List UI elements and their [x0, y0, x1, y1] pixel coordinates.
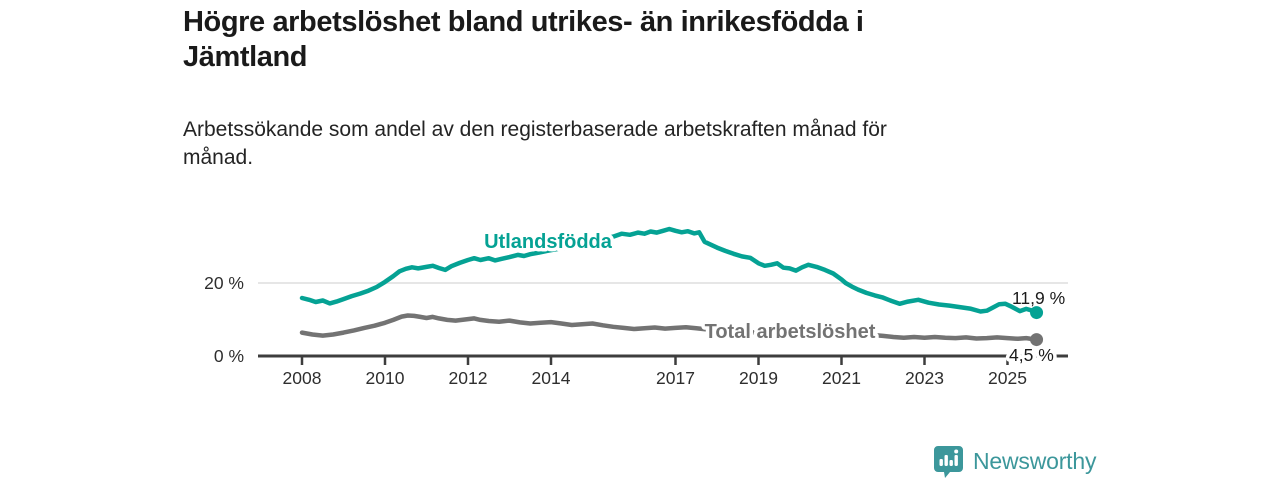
chart-subtitle: Arbetssökande som andel av den registerb…	[183, 118, 887, 169]
chart-title: Högre arbetslöshet bland utrikes- än inr…	[183, 6, 864, 73]
x-tick-label: 2008	[283, 368, 322, 388]
x-tick-label: 2019	[739, 368, 778, 388]
y-tick-label: 0 %	[214, 346, 244, 366]
newsworthy-wordmark: Newsworthy	[973, 448, 1097, 474]
newsworthy-logo[interactable]: Newsworthy	[933, 445, 1096, 478]
series-label: Total arbetslöshet	[705, 321, 876, 343]
x-tick-label: 2021	[822, 368, 861, 388]
series-label: Utlandsfödda	[484, 231, 613, 253]
x-tick-label: 2017	[656, 368, 695, 388]
x-tick-label: 2014	[532, 368, 571, 388]
y-tick-label: 20 %	[204, 273, 244, 293]
series-end-dot	[1030, 333, 1044, 347]
x-tick-label: 2025	[988, 368, 1027, 388]
x-tick-label: 2023	[905, 368, 944, 388]
newsworthy-logo-icon	[934, 446, 963, 478]
x-tick-label: 2010	[366, 368, 405, 388]
series-line-utlandsf-dda	[299, 226, 1039, 315]
series-line-total-arbetsl-shet	[299, 313, 1039, 342]
series-end-value-label: 4,5 %	[1009, 345, 1054, 365]
series-end-value-label: 11,9 %	[1012, 288, 1065, 308]
x-tick-label: 2012	[449, 368, 488, 388]
series-end-dot	[1030, 306, 1044, 320]
